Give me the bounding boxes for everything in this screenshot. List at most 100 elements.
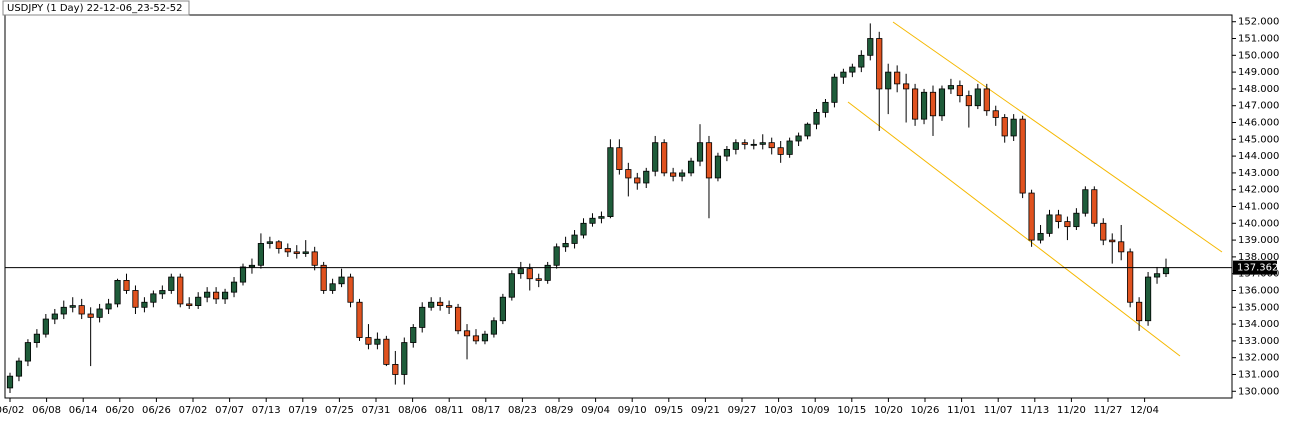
- candle-body: [974, 88, 981, 107]
- x-tick-label: 07/25: [325, 405, 354, 416]
- y-tick-label: 135.000: [1238, 302, 1279, 313]
- candle-body: [911, 88, 919, 120]
- candle-body: [257, 243, 265, 266]
- current-price-label: 137.362: [1237, 263, 1278, 274]
- candle-body: [983, 88, 990, 112]
- candle-body: [652, 142, 659, 172]
- candle-body: [938, 88, 946, 117]
- x-tick-label: 09/04: [581, 405, 610, 416]
- y-tick-label: 144.000: [1238, 151, 1279, 162]
- candle-body: [6, 375, 14, 389]
- y-tick-label: 142.000: [1238, 185, 1279, 196]
- channel-lower: [847, 101, 1181, 357]
- candle-body: [96, 308, 103, 318]
- candle-body: [732, 142, 739, 150]
- candle-body: [616, 147, 623, 170]
- candle-body: [956, 85, 963, 97]
- y-tick-label: 140.000: [1238, 218, 1279, 229]
- candle-body: [1028, 192, 1035, 241]
- candle-body: [446, 305, 453, 308]
- candle-body: [876, 38, 883, 90]
- x-tick-label: 08/23: [508, 405, 537, 416]
- candle-body: [723, 148, 730, 157]
- candle-body: [634, 177, 641, 184]
- candle-body: [562, 243, 569, 248]
- candle-body: [266, 241, 273, 244]
- candle-body: [114, 280, 121, 305]
- x-tick-label: 09/21: [691, 405, 720, 416]
- y-tick-label: 130.000: [1238, 386, 1279, 397]
- candle-body: [831, 76, 838, 103]
- y-tick-label: 145.000: [1238, 134, 1279, 145]
- candle-body: [813, 112, 820, 125]
- x-tick-label: 08/29: [545, 405, 574, 416]
- x-tick-label: 07/19: [288, 405, 317, 416]
- candle-body: [598, 216, 605, 219]
- candle-body: [741, 142, 748, 145]
- candle-body: [903, 83, 910, 90]
- candle-body: [777, 147, 784, 155]
- candle-body: [768, 142, 775, 149]
- current-price-box: [1233, 260, 1277, 275]
- candle-body: [60, 306, 67, 315]
- candle-body: [221, 291, 229, 300]
- candle-body: [625, 169, 632, 179]
- candle-body: [1162, 267, 1170, 275]
- x-tick-label: 06/02: [0, 405, 24, 416]
- y-tick-label: 146.000: [1238, 118, 1279, 129]
- candle-body: [643, 170, 650, 184]
- x-tick-label: 08/17: [471, 405, 500, 416]
- x-tick-label: 07/02: [179, 405, 208, 416]
- candle-body: [33, 333, 40, 343]
- candle-body: [168, 276, 175, 291]
- candle-body: [204, 291, 211, 298]
- candle-body: [177, 276, 184, 305]
- x-tick-label: 06/20: [105, 405, 134, 416]
- y-tick-label: 149.000: [1238, 67, 1279, 78]
- candle-body: [419, 306, 426, 328]
- candle-body: [437, 301, 444, 307]
- y-tick-label: 132.000: [1238, 353, 1279, 364]
- x-tick-label: 07/31: [362, 405, 391, 416]
- candle-body: [840, 71, 847, 78]
- candle-body: [132, 290, 139, 308]
- candle-body: [661, 142, 668, 174]
- candle-body: [750, 143, 757, 146]
- candle-body: [365, 337, 372, 345]
- candle-body: [1144, 276, 1152, 322]
- x-tick-label: 10/26: [911, 405, 940, 416]
- candle-body: [51, 313, 58, 320]
- candle-body: [670, 172, 677, 177]
- candle-body: [15, 360, 23, 377]
- candle-body: [320, 264, 327, 291]
- candle-body: [123, 280, 130, 291]
- candle-body: [929, 91, 937, 117]
- candle-body: [401, 342, 408, 375]
- candle-body: [1010, 118, 1017, 137]
- candle-body: [347, 276, 354, 303]
- candle-body: [1055, 214, 1062, 223]
- candle-body: [1037, 232, 1044, 241]
- candle-body: [356, 301, 363, 338]
- candle-body: [463, 330, 471, 337]
- x-tick-label: 11/20: [1057, 405, 1086, 416]
- y-tick-label: 151.000: [1238, 34, 1279, 45]
- x-tick-label: 10/09: [801, 405, 830, 416]
- candle-body: [87, 313, 94, 318]
- candle-body: [383, 338, 390, 365]
- candle-body: [311, 251, 318, 266]
- candle-body: [992, 110, 999, 118]
- candle-body: [275, 241, 282, 249]
- y-tick-label: 136.000: [1238, 285, 1279, 296]
- y-tick-label: 143.000: [1238, 168, 1279, 179]
- x-tick-label: 10/20: [874, 405, 903, 416]
- candle-body: [526, 268, 533, 280]
- candle-body: [759, 142, 766, 145]
- candle-body: [329, 283, 336, 291]
- candle-body: [517, 268, 524, 275]
- candle-body: [454, 306, 462, 332]
- candle-body: [42, 318, 49, 335]
- x-tick-label: 09/10: [618, 405, 647, 416]
- x-tick-label: 07/13: [252, 405, 281, 416]
- x-tick-label: 10/03: [764, 405, 793, 416]
